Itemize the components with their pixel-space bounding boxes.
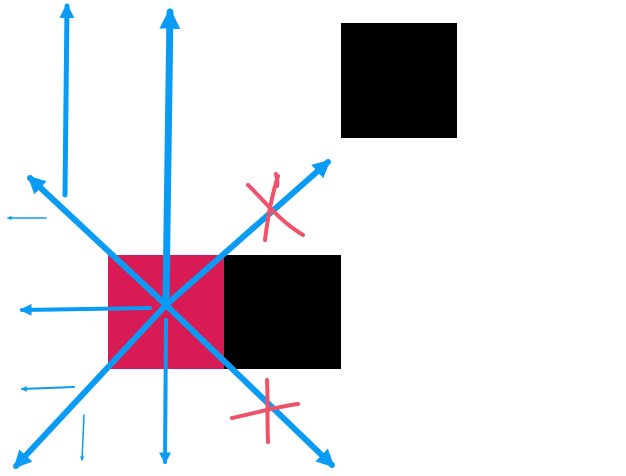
x-mark-icon bbox=[230, 378, 300, 444]
arrow-up bbox=[159, 7, 181, 304]
x-mark-icon bbox=[246, 172, 305, 242]
arrows-group bbox=[7, 3, 335, 469]
arrow-down-left bbox=[13, 302, 169, 469]
arrow-down-right bbox=[163, 302, 335, 468]
arrow-thin-left-lower bbox=[20, 385, 75, 392]
arrow-thin-down bbox=[79, 414, 85, 461]
cross-mark-lower-stroke-2 bbox=[265, 378, 270, 444]
arrow-down bbox=[159, 318, 172, 465]
cross-mark-upper-stroke-3 bbox=[274, 172, 280, 188]
arrow-thin-up bbox=[59, 3, 75, 198]
arrow-up-right bbox=[163, 159, 331, 308]
black-square-diagonal bbox=[341, 23, 457, 138]
cross-mark-lower-stroke-1 bbox=[230, 402, 300, 420]
black-square-adjacent bbox=[224, 255, 341, 369]
arrow-up-left bbox=[27, 175, 169, 308]
arrow-left bbox=[19, 303, 152, 316]
